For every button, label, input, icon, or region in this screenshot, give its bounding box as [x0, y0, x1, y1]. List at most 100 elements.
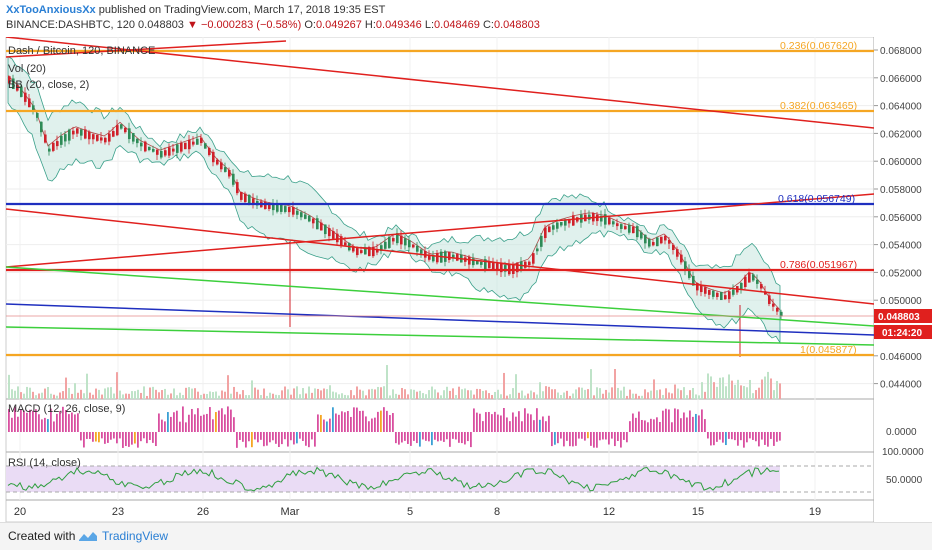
macd-bar — [695, 413, 697, 432]
bb-legend[interactable]: BB (20, close, 2) — [8, 79, 90, 91]
macd-bar — [593, 432, 595, 448]
author-link[interactable]: XxTooAnxiousXx — [6, 4, 96, 16]
macd-bar — [431, 432, 433, 446]
macd-bar — [110, 432, 112, 440]
macd-bar — [371, 418, 373, 432]
volume-bar — [755, 390, 757, 399]
rsi-legend[interactable]: RSI (14, close) — [8, 457, 81, 469]
candle-body — [696, 283, 699, 291]
publish-info: published on TradingView.com, March 17, … — [98, 4, 386, 16]
candle-body — [404, 238, 407, 246]
macd-bar — [14, 406, 16, 432]
volume-bar — [425, 394, 427, 399]
candle-body — [320, 222, 323, 231]
volume-bar — [320, 390, 322, 399]
candle-body — [748, 272, 751, 283]
volume-bar — [179, 392, 181, 399]
volume-bar — [134, 391, 136, 399]
candle-body — [124, 127, 127, 133]
candle-body — [756, 279, 759, 284]
volume-bar — [710, 376, 712, 399]
macd-bar — [101, 432, 103, 439]
macd-bar — [440, 432, 442, 441]
chart-canvas[interactable]: 0.068000 0.066000 0.064000 0.062000 0.060000… — [0, 36, 932, 523]
volume-bar — [155, 389, 157, 399]
candle-body — [356, 248, 359, 256]
macd-bar — [224, 414, 226, 432]
candle-body — [176, 144, 179, 153]
candle-body — [700, 285, 703, 293]
macd-bar — [635, 417, 637, 432]
candle-body — [704, 287, 707, 294]
candle-body — [604, 214, 607, 225]
macd-bar — [464, 432, 466, 445]
macd-bar — [428, 432, 430, 442]
volume-bar — [557, 392, 559, 399]
volume-bar — [446, 386, 448, 399]
candle-body — [80, 129, 83, 136]
candle-body — [16, 84, 19, 91]
volume-bar — [44, 388, 46, 399]
macd-bar — [467, 432, 469, 442]
volume-bar — [83, 393, 85, 399]
price-axis[interactable]: 0.068000 0.066000 0.064000 0.062000 0.060000… — [874, 37, 932, 522]
candle-body — [200, 137, 203, 144]
axis-bg — [874, 37, 932, 522]
macd-legend[interactable]: MACD (12, 26, close, 9) — [8, 403, 126, 415]
volume-bar — [386, 365, 388, 399]
macd-bar — [374, 417, 376, 432]
macd-bar — [557, 432, 559, 444]
macd-bar — [77, 413, 79, 432]
candle-body — [84, 129, 87, 139]
macd-bar — [293, 432, 295, 445]
vol-legend[interactable]: Vol (20) — [8, 63, 46, 75]
time-tick-label: 26 — [197, 506, 209, 518]
tradingview-link[interactable]: TradingView — [102, 529, 169, 543]
main-legend[interactable]: Dash / Bitcoin, 120, BINANCE — [8, 45, 156, 57]
volume-bar — [380, 387, 382, 399]
candle-body — [156, 149, 159, 155]
volume-bar — [641, 395, 643, 399]
candle-body — [144, 141, 147, 152]
volume-bar — [236, 391, 238, 399]
trendline-red-upper — [5, 36, 875, 129]
volume-bar — [488, 393, 490, 399]
macd-bar — [620, 432, 622, 448]
candle-body — [716, 292, 719, 297]
volume-bar — [122, 394, 124, 399]
low-value: 0.048469 — [434, 19, 480, 31]
time-tick-label: 8 — [494, 506, 500, 518]
chart-area[interactable]: 0.068000 0.066000 0.064000 0.062000 0.060000… — [0, 36, 932, 523]
macd-bar — [401, 432, 403, 443]
tradingview-logo-icon — [79, 532, 97, 541]
macd-bar — [770, 432, 772, 439]
candle-body — [488, 262, 491, 269]
volume-bar — [26, 386, 28, 399]
macd-bar — [167, 412, 169, 432]
macd-bar — [11, 417, 13, 432]
macd-bar — [605, 432, 607, 440]
macd-bar — [326, 421, 328, 432]
macd-bar — [251, 432, 253, 448]
volume-bar — [776, 380, 778, 399]
drawn-trendlines — [5, 36, 875, 357]
volume-bar — [620, 390, 622, 399]
time-axis[interactable]: 20 23 26 Mar 5 8 12 15 19 — [14, 506, 821, 518]
macd-bar — [662, 410, 664, 432]
volume-bar — [713, 382, 715, 399]
macd-bar — [680, 418, 682, 432]
volume-bar — [422, 393, 424, 399]
candle-body — [164, 150, 167, 156]
candle-body — [528, 261, 531, 266]
volume-bar — [401, 387, 403, 399]
volume-bar — [251, 380, 253, 399]
volume-bar — [170, 393, 172, 399]
macd-bar — [95, 432, 97, 442]
candle-body — [392, 238, 395, 242]
macd-bar — [23, 410, 25, 432]
volume-bar — [593, 395, 595, 399]
volume-bar — [668, 392, 670, 399]
macd-bar — [389, 415, 391, 432]
candle-body — [572, 215, 575, 226]
volume-bar — [524, 395, 526, 399]
